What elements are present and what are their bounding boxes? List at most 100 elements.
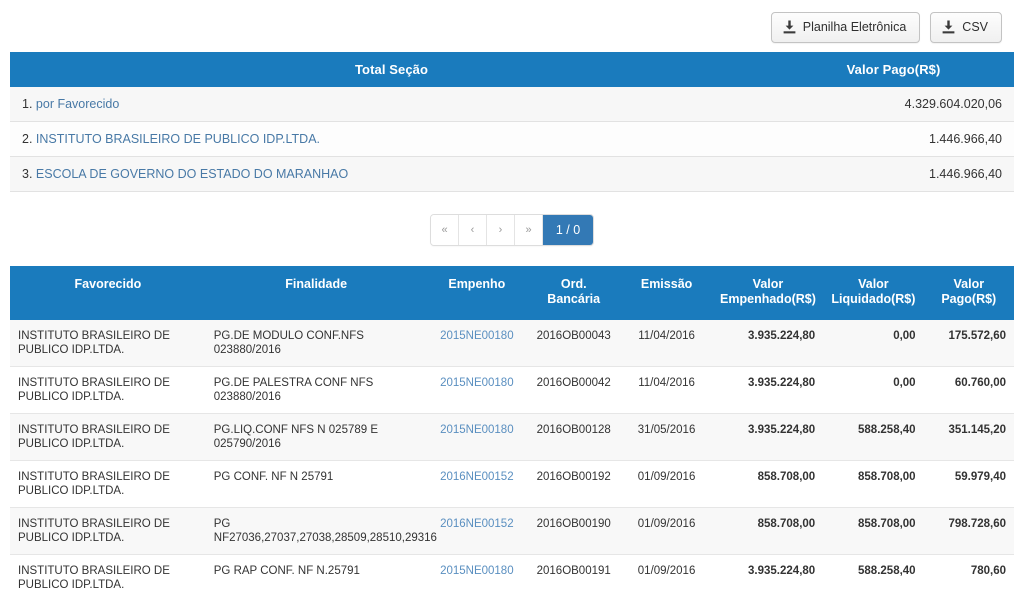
download-icon — [783, 20, 796, 34]
detail-header-row: Favorecido Finalidade Empenho Ord. Bancá… — [10, 266, 1014, 320]
cell-valor-empenhado: 858.708,00 — [712, 507, 824, 555]
summary-cell-label: 1. por Favorecido — [10, 87, 774, 122]
table-row: INSTITUTO BRASILEIRO DE PUBLICO IDP.LTDA… — [10, 366, 1014, 414]
cell-emissao: 11/04/2016 — [620, 366, 713, 414]
cell-valor-liquidado: 858.708,00 — [823, 507, 924, 555]
export-csv-label: CSV — [962, 19, 988, 34]
cell-emissao: 01/09/2016 — [620, 460, 713, 508]
cell-empenho: 2016NE00152 — [426, 507, 528, 555]
pagination: « ‹ › » 1 / 0 — [430, 214, 594, 246]
empenho-link[interactable]: 2016NE00152 — [440, 471, 514, 483]
summary-row-link[interactable]: por Favorecido — [35, 97, 120, 111]
pagination-prev-button[interactable]: ‹ — [459, 215, 487, 245]
cell-emissao: 01/09/2016 — [620, 507, 713, 555]
detail-col-ord-line1: Ord. — [560, 277, 587, 291]
detail-col-finalidade: Finalidade — [205, 266, 427, 320]
empenho-link[interactable]: 2015NE00180 — [440, 424, 514, 436]
summary-row-index: 3. — [22, 167, 33, 181]
cell-favorecido: INSTITUTO BRASILEIRO DE PUBLICO IDP.LTDA… — [10, 413, 206, 461]
cell-empenho: 2015NE00180 — [426, 320, 528, 367]
cell-ord-bancaria: 2016OB00190 — [527, 507, 621, 555]
export-toolbar: Planilha Eletrônica CSV — [0, 0, 1024, 52]
detail-body: INSTITUTO BRASILEIRO DE PUBLICO IDP.LTDA… — [10, 320, 1014, 593]
summary-cell-value: 4.329.604.020,06 — [773, 87, 1014, 122]
detail-col-valor-liquidado: Valor Liquidado(R$) — [823, 266, 924, 320]
export-spreadsheet-label: Planilha Eletrônica — [802, 19, 907, 34]
detail-col-valor-pago: Valor Pago(R$) — [923, 266, 1014, 320]
cell-valor-liquidado: 858.708,00 — [823, 460, 924, 508]
cell-empenho: 2016NE00152 — [426, 460, 528, 508]
cell-valor-pago: 59.979,40 — [923, 460, 1014, 508]
summary-col-valor-pago: Valor Pago(R$) — [773, 52, 1014, 87]
detail-col-vl-line1: Valor — [858, 277, 889, 291]
cell-valor-pago: 60.760,00 — [923, 366, 1014, 414]
cell-valor-empenhado: 3.935.224,80 — [712, 366, 824, 414]
empenho-link[interactable]: 2015NE00180 — [440, 377, 514, 389]
cell-empenho: 2015NE00180 — [426, 366, 528, 414]
detail-col-ve-line2: Empenhado(R$) — [720, 292, 816, 306]
cell-emissao: 01/09/2016 — [620, 554, 713, 593]
detail-col-emissao: Emissão — [620, 266, 713, 320]
cell-favorecido: INSTITUTO BRASILEIRO DE PUBLICO IDP.LTDA… — [10, 507, 206, 555]
cell-valor-liquidado: 588.258,40 — [823, 413, 924, 461]
empenho-link[interactable]: 2015NE00180 — [440, 330, 514, 342]
cell-finalidade: PG NF27036,27037,27038,28509,28510,29316 — [205, 507, 437, 555]
export-spreadsheet-button[interactable]: Planilha Eletrônica — [770, 11, 921, 43]
cell-valor-liquidado: 0,00 — [823, 366, 924, 414]
cell-finalidade: PG CONF. NF N 25791 — [205, 460, 427, 508]
table-row: 1. por Favorecido 4.329.604.020,06 — [10, 87, 1014, 122]
pagination-last-button[interactable]: » — [515, 215, 543, 245]
cell-valor-pago: 798.728,60 — [923, 507, 1014, 555]
cell-finalidade: PG.DE MODULO CONF.NFS 023880/2016 — [205, 320, 427, 367]
cell-empenho: 2015NE00180 — [426, 554, 528, 593]
cell-finalidade: PG.DE PALESTRA CONF NFS 023880/2016 — [205, 366, 427, 414]
cell-emissao: 11/04/2016 — [620, 320, 713, 367]
detail-col-empenho: Empenho — [426, 266, 528, 320]
cell-favorecido: INSTITUTO BRASILEIRO DE PUBLICO IDP.LTDA… — [10, 460, 206, 508]
cell-ord-bancaria: 2016OB00042 — [527, 366, 621, 414]
cell-finalidade: PG RAP CONF. NF N.25791 — [205, 554, 427, 593]
cell-valor-empenhado: 3.935.224,80 — [712, 413, 824, 461]
summary-row-link[interactable]: ESCOLA DE GOVERNO DO ESTADO DO MARANHAO — [35, 167, 349, 181]
summary-cell-label: 3. ESCOLA DE GOVERNO DO ESTADO DO MARANH… — [10, 156, 774, 192]
pagination-next-button[interactable]: › — [487, 215, 515, 245]
detail-col-vl-line2: Liquidado(R$) — [831, 292, 916, 306]
cell-valor-liquidado: 588.258,40 — [823, 554, 924, 593]
pagination-row: « ‹ › » 1 / 0 — [0, 192, 1024, 266]
summary-row-index: 1. — [22, 97, 33, 111]
cell-favorecido: INSTITUTO BRASILEIRO DE PUBLICO IDP.LTDA… — [10, 554, 206, 593]
table-row: 2. INSTITUTO BRASILEIRO DE PUBLICO IDP.L… — [10, 121, 1014, 157]
detail-col-ve-line1: Valor — [752, 277, 784, 291]
table-row: 3. ESCOLA DE GOVERNO DO ESTADO DO MARANH… — [10, 156, 1014, 192]
detail-col-vp-line1: Valor — [953, 277, 985, 291]
cell-favorecido: INSTITUTO BRASILEIRO DE PUBLICO IDP.LTDA… — [10, 320, 206, 367]
cell-valor-empenhado: 858.708,00 — [712, 460, 824, 508]
export-csv-button[interactable]: CSV — [930, 11, 1002, 43]
summary-header-row: Total Seção Valor Pago(R$) — [10, 52, 1014, 87]
cell-ord-bancaria: 2016OB00043 — [527, 320, 621, 367]
summary-row-link[interactable]: INSTITUTO BRASILEIRO DE PUBLICO IDP.LTDA… — [35, 132, 321, 146]
cell-valor-liquidado: 0,00 — [823, 320, 924, 367]
summary-cell-value: 1.446.966,40 — [773, 121, 1014, 157]
empenho-link[interactable]: 2016NE00152 — [440, 518, 514, 530]
table-row: INSTITUTO BRASILEIRO DE PUBLICO IDP.LTDA… — [10, 413, 1014, 461]
cell-valor-pago: 780,60 — [923, 554, 1014, 593]
summary-row-index: 2. — [22, 132, 33, 146]
detail-col-ord-bancaria: Ord. Bancária — [527, 266, 621, 320]
table-row: INSTITUTO BRASILEIRO DE PUBLICO IDP.LTDA… — [10, 320, 1014, 367]
summary-body: 1. por Favorecido 4.329.604.020,06 2. IN… — [10, 87, 1014, 192]
pagination-page-indicator: 1 / 0 — [543, 215, 593, 245]
summary-section: Total Seção Valor Pago(R$) 1. por Favore… — [0, 52, 1024, 192]
detail-col-valor-empenhado: Valor Empenhado(R$) — [712, 266, 824, 320]
table-row: INSTITUTO BRASILEIRO DE PUBLICO IDP.LTDA… — [10, 460, 1014, 508]
summary-cell-label: 2. INSTITUTO BRASILEIRO DE PUBLICO IDP.L… — [10, 121, 774, 157]
detail-col-ord-line2: Bancária — [547, 292, 601, 306]
cell-emissao: 31/05/2016 — [620, 413, 713, 461]
cell-ord-bancaria: 2016OB00191 — [527, 554, 621, 593]
pagination-first-button[interactable]: « — [431, 215, 459, 245]
download-icon — [942, 20, 955, 34]
empenho-link[interactable]: 2015NE00180 — [440, 565, 514, 577]
detail-table: Favorecido Finalidade Empenho Ord. Bancá… — [10, 266, 1014, 593]
summary-cell-value: 1.446.966,40 — [773, 156, 1014, 192]
